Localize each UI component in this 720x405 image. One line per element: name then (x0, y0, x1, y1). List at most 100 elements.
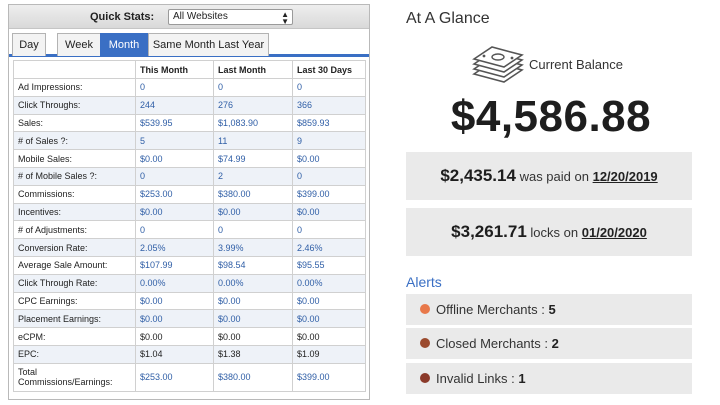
table-row: Conversion Rate: 2.05% 3.99% 2.46% (13, 238, 366, 257)
row-value: $1.38 (213, 344, 293, 364)
row-value: $0.00 (213, 202, 293, 222)
row-value: $1.09 (292, 344, 366, 364)
row-value: $0.00 (292, 291, 366, 311)
row-value: $253.00 (135, 362, 214, 392)
paid-text: was paid on (519, 169, 589, 184)
table-row: eCPM: $0.00 $0.00 $0.00 (13, 327, 366, 346)
alert-closed-merchants[interactable]: Closed Merchants : 2 (406, 328, 692, 359)
row-label: Incentives: (13, 202, 136, 222)
row-value: $0.00 (292, 327, 366, 346)
table-row: Placement Earnings: $0.00 $0.00 $0.00 (13, 309, 366, 329)
table-row: Sales: $539.95 $1,083.90 $859.93 (13, 113, 366, 133)
table-row: # of Sales ?: 5 11 9 (13, 131, 366, 151)
row-value: $74.99 (213, 149, 293, 168)
row-value: $0.00 (213, 291, 293, 311)
row-value: 0 (213, 78, 293, 97)
row-label: Ad Impressions: (13, 78, 136, 97)
row-value: $380.00 (213, 362, 293, 392)
table-row: Incentives: $0.00 $0.00 $0.00 (13, 202, 366, 222)
table-row: CPC Earnings: $0.00 $0.00 $0.00 (13, 291, 366, 311)
row-value: 0.00% (292, 273, 366, 293)
tab-same-month-last-year[interactable]: Same Month Last Year (148, 33, 269, 56)
row-value: $539.95 (135, 113, 214, 133)
row-value: 2 (213, 166, 293, 186)
table-row: Average Sale Amount: $107.99 $98.54 $95.55 (13, 255, 366, 275)
row-value: $399.00 (292, 362, 366, 392)
period-tabs: Day Week Month Same Month Last Year (9, 29, 369, 57)
row-label: Commissions: (13, 184, 136, 204)
table-row: EPC: $1.04 $1.38 $1.09 (13, 344, 366, 364)
row-label: CPC Earnings: (13, 291, 136, 311)
row-label: Conversion Rate: (13, 238, 136, 257)
tab-month[interactable]: Month (100, 33, 148, 56)
table-header: This Month (135, 60, 214, 79)
row-value: 0 (292, 78, 366, 97)
row-value: $0.00 (292, 202, 366, 222)
row-label: Mobile Sales: (13, 149, 136, 168)
table-header: Last Month (213, 60, 293, 79)
row-value: 0 (135, 220, 214, 240)
row-label: eCPM: (13, 327, 136, 346)
alert-count: 5 (548, 302, 556, 317)
row-value: $0.00 (292, 309, 366, 329)
alert-offline-merchants[interactable]: Offline Merchants : 5 (406, 294, 692, 325)
alert-count: 2 (551, 336, 559, 351)
row-label: Sales: (13, 113, 136, 133)
table-row: # of Mobile Sales ?: 0 2 0 (13, 166, 366, 186)
row-label: EPC: (13, 344, 136, 364)
row-value: 0 (213, 220, 293, 240)
table-row: Click Through Rate: 0.00% 0.00% 0.00% (13, 273, 366, 293)
row-value: 0 (135, 166, 214, 186)
row-value: $1,083.90 (213, 113, 293, 133)
alert-invalid-links[interactable]: Invalid Links : 1 (406, 363, 692, 394)
money-stack-icon (472, 46, 524, 83)
status-dot-icon (420, 338, 430, 348)
row-label: Average Sale Amount: (13, 255, 136, 275)
row-value: 2.46% (292, 238, 366, 257)
at-a-glance-panel: At A Glance Current Balance $4,586.88 $2… (406, 0, 696, 405)
table-row: Total Commissions/Earnings: $253.00 $380.0… (13, 362, 366, 392)
row-value: 276 (213, 95, 293, 115)
quick-stats-bar: Quick Stats: All Websites ▲ ▼ (9, 5, 369, 29)
row-value: $95.55 (292, 255, 366, 275)
row-value: 0 (292, 220, 366, 240)
alert-label: Offline Merchants : (436, 302, 545, 317)
alert-count: 1 (518, 371, 526, 386)
row-value: $0.00 (135, 149, 214, 168)
locks-text: locks on (530, 225, 579, 240)
row-value: 11 (213, 131, 293, 151)
row-label: Total Commissions/Earnings: (13, 362, 136, 392)
current-balance-value: $4,586.88 (450, 92, 652, 141)
row-value: $0.00 (135, 202, 214, 222)
row-value: 5 (135, 131, 214, 151)
website-select[interactable]: All Websites ▲ ▼ (168, 9, 293, 26)
row-label: Placement Earnings: (13, 309, 136, 329)
locks-date-link[interactable]: 01/20/2020 (581, 225, 647, 240)
row-label: # of Mobile Sales ?: (13, 166, 136, 186)
stats-table: This Month Last Month Last 30 Days Ad Im… (13, 60, 366, 392)
row-value: 3.99% (213, 238, 293, 257)
website-select-value: All Websites (173, 11, 228, 22)
row-value: 9 (292, 131, 366, 151)
status-dot-icon (420, 304, 430, 314)
row-value: 366 (292, 95, 366, 115)
paid-date-link[interactable]: 12/20/2019 (592, 169, 658, 184)
locks-amount: $3,261.71 (451, 222, 527, 241)
row-value: 0.00% (135, 273, 214, 293)
alerts-title: Alerts (406, 274, 442, 290)
row-value: 244 (135, 95, 214, 115)
row-value: $1.04 (135, 344, 214, 364)
tab-day[interactable]: Day (12, 33, 46, 56)
row-value: $0.00 (292, 149, 366, 168)
row-label: Click Throughs: (13, 95, 136, 115)
table-row: Commissions: $253.00 $380.00 $399.00 (13, 184, 366, 204)
row-value: $107.99 (135, 255, 214, 275)
tab-week[interactable]: Week (57, 33, 101, 56)
table-header: Last 30 Days (292, 60, 366, 79)
status-dot-icon (420, 373, 430, 383)
locks-box: $3,261.71 locks on 01/20/2020 (406, 208, 692, 256)
row-value: 0 (135, 78, 214, 97)
row-label: Click Through Rate: (13, 273, 136, 293)
select-arrows-icon: ▲ ▼ (281, 10, 289, 26)
alert-label: Invalid Links : (436, 371, 515, 386)
